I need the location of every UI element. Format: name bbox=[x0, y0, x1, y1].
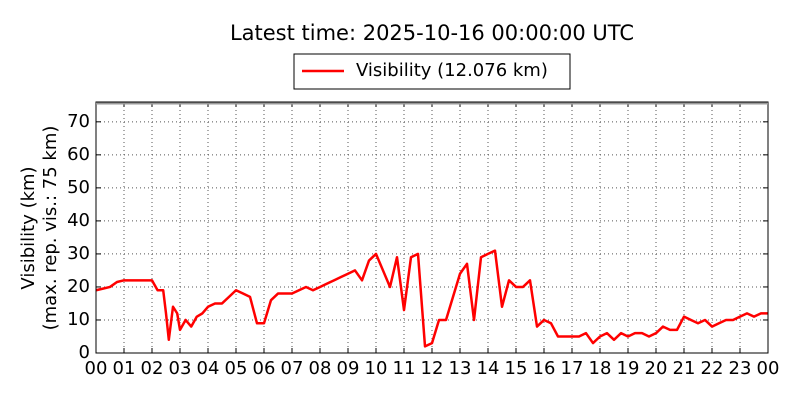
x-tick-label: 16 bbox=[533, 358, 556, 379]
chart-title: Latest time: 2025-10-16 00:00:00 UTC bbox=[230, 21, 634, 45]
x-tick-label: 06 bbox=[253, 358, 276, 379]
x-tick-label: 00 bbox=[757, 358, 780, 379]
x-tick-label: 10 bbox=[365, 358, 388, 379]
y-tick-label: 60 bbox=[67, 144, 90, 165]
x-tick-label: 00 bbox=[85, 358, 108, 379]
x-tick-label: 21 bbox=[673, 358, 696, 379]
x-tick-label: 09 bbox=[337, 358, 360, 379]
x-tick-label: 12 bbox=[421, 358, 444, 379]
x-tick-label: 20 bbox=[645, 358, 668, 379]
x-tick-label: 04 bbox=[197, 358, 220, 379]
y-tick-label: 30 bbox=[67, 243, 90, 264]
x-tick-label: 15 bbox=[505, 358, 528, 379]
x-tick-label: 11 bbox=[393, 358, 416, 379]
x-tick-label: 05 bbox=[225, 358, 248, 379]
y-tick-label: 0 bbox=[79, 342, 90, 363]
y-tick-label: 70 bbox=[67, 111, 90, 132]
x-tick-label: 02 bbox=[141, 358, 164, 379]
y-tick-label: 50 bbox=[67, 177, 90, 198]
x-tick-label: 07 bbox=[281, 358, 304, 379]
y-axis-label: (max. rep. vis.: 75 km) bbox=[40, 126, 61, 331]
y-tick-label: 20 bbox=[67, 276, 90, 297]
x-tick-label: 18 bbox=[589, 358, 612, 379]
y-tick-label: 10 bbox=[67, 309, 90, 330]
x-tick-label: 19 bbox=[617, 358, 640, 379]
x-tick-label: 17 bbox=[561, 358, 584, 379]
x-tick-label: 22 bbox=[701, 358, 724, 379]
x-tick-label: 03 bbox=[169, 358, 192, 379]
y-tick-label: 40 bbox=[67, 210, 90, 231]
y-axis-label: Visibility (km) bbox=[18, 166, 39, 289]
legend-label: Visibility (12.076 km) bbox=[356, 60, 548, 81]
x-tick-label: 08 bbox=[309, 358, 332, 379]
data-line bbox=[95, 249, 768, 348]
x-tick-label: 01 bbox=[113, 358, 136, 379]
x-tick-label: 23 bbox=[729, 358, 752, 379]
x-tick-label: 13 bbox=[449, 358, 472, 379]
plot-frame bbox=[95, 101, 769, 354]
x-tick-label: 14 bbox=[477, 358, 500, 379]
